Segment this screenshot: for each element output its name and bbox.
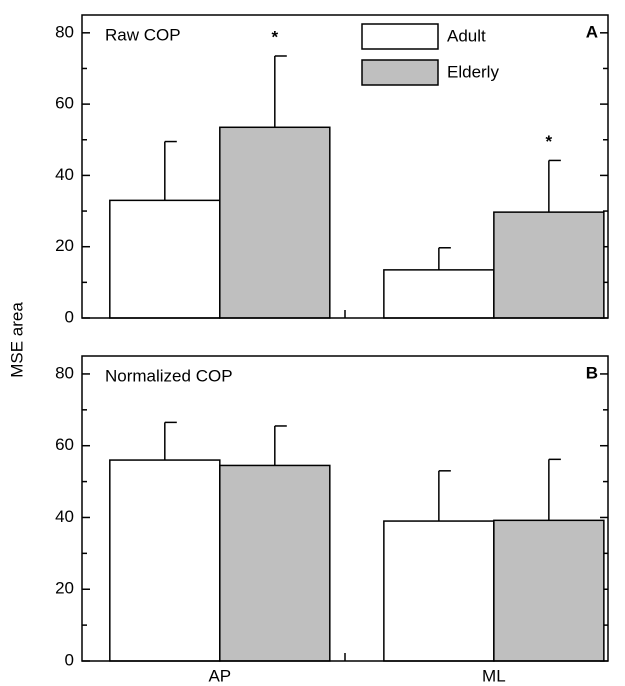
y-tick-label: 60 <box>55 94 74 113</box>
annotation: Normalized COP <box>105 366 233 385</box>
y-tick-label: 0 <box>65 650 74 669</box>
panel-label: B <box>586 363 598 382</box>
y-tick-label: 40 <box>55 507 74 526</box>
bar <box>383 520 495 662</box>
bar <box>219 464 331 662</box>
bar <box>109 459 221 662</box>
significance-marker: * <box>546 132 553 151</box>
legend-swatch <box>361 59 439 86</box>
legend-label: Adult <box>447 26 486 45</box>
panel-label: A <box>586 22 598 41</box>
x-tick-label: AP <box>208 666 231 685</box>
y-tick-label: 60 <box>55 435 74 454</box>
bar <box>493 519 605 662</box>
bar <box>493 211 605 319</box>
y-tick-label: 20 <box>55 236 74 255</box>
legend-label: Elderly <box>447 62 499 81</box>
bar <box>219 126 331 319</box>
y-axis-label: MSE area <box>7 302 26 378</box>
bar <box>109 199 221 319</box>
y-tick-label: 20 <box>55 579 74 598</box>
y-tick-label: 40 <box>55 165 74 184</box>
y-tick-label: 0 <box>65 307 74 326</box>
y-tick-label: 80 <box>55 363 74 382</box>
annotation: Raw COP <box>105 25 181 44</box>
bar <box>383 269 495 319</box>
y-tick-label: 80 <box>55 22 74 41</box>
legend-swatch <box>361 23 439 50</box>
x-tick-label: ML <box>482 666 506 685</box>
significance-marker: * <box>271 27 278 46</box>
